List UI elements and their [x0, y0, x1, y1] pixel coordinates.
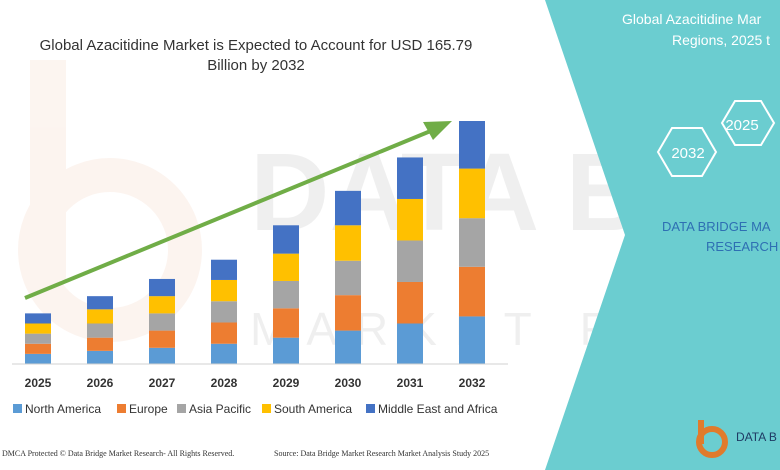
- bar-2030-europe: [335, 295, 361, 331]
- bar-2032-europe: [459, 266, 485, 317]
- bar-2028-asia-pacific: [211, 301, 237, 323]
- x-tick-label: 2030: [335, 376, 362, 390]
- bar-2027-asia-pacific: [149, 313, 175, 331]
- x-tick-label: 2025: [25, 376, 52, 390]
- chart-bars: [25, 121, 485, 364]
- legend-swatch-europe: [117, 404, 126, 413]
- bar-2031-north-america: [397, 323, 423, 364]
- right-panel-title-line-2: Regions, 2025 t: [672, 32, 770, 48]
- right-panel-title-line-1: Global Azacitidine Mar: [622, 11, 762, 27]
- bar-2031-europe: [397, 281, 423, 324]
- bar-2026-south-america: [87, 309, 113, 324]
- hex-label-2025: 2025: [725, 117, 758, 134]
- chart-title-line-2: Billion by 2032: [207, 57, 305, 74]
- bar-2031-middle-east-and-africa: [397, 157, 423, 199]
- right-panel-background: [545, 0, 780, 470]
- bar-2027-middle-east-and-africa: [149, 278, 175, 297]
- bar-2027-north-america: [149, 347, 175, 364]
- x-tick-label: 2027: [149, 376, 176, 390]
- x-tick-label: 2028: [211, 376, 238, 390]
- legend-label-south-america: South America: [274, 402, 352, 416]
- bar-2026-europe: [87, 337, 113, 351]
- bar-2026-asia-pacific: [87, 323, 113, 338]
- bar-2032-south-america: [459, 168, 485, 219]
- x-tick-label: 2026: [87, 376, 114, 390]
- bar-2032-asia-pacific: [459, 218, 485, 267]
- logo-text: DATA B: [736, 430, 777, 444]
- right-panel-brand-line-1: DATA BRIDGE MA: [662, 219, 771, 234]
- bar-2029-middle-east-and-africa: [273, 225, 299, 254]
- bar-2026-middle-east-and-africa: [87, 296, 113, 310]
- bar-2025-middle-east-and-africa: [25, 313, 51, 324]
- bar-2029-south-america: [273, 253, 299, 281]
- bar-2028-europe: [211, 322, 237, 344]
- x-tick-label: 2029: [273, 376, 300, 390]
- legend-label-north-america: North America: [25, 402, 101, 416]
- legend-swatch-middle-east-and-africa: [366, 404, 375, 413]
- chart-title-line-1: Global Azacitidine Market is Expected to…: [40, 37, 473, 54]
- bar-2030-south-america: [335, 225, 361, 261]
- footer-source: Source: Data Bridge Market Research Mark…: [274, 449, 489, 458]
- bar-2025-europe: [25, 343, 51, 354]
- x-tick-label: 2032: [459, 376, 486, 390]
- legend-label-europe: Europe: [129, 402, 168, 416]
- legend: North America Europe Asia Pacific South Ame…: [13, 402, 498, 416]
- bar-2029-asia-pacific: [273, 280, 299, 309]
- bar-2032-north-america: [459, 316, 485, 364]
- bar-2031-asia-pacific: [397, 240, 423, 282]
- x-tick-labels: 2025 2026 2027 2028 2029 2030 2031 2032: [25, 376, 486, 390]
- bar-2029-north-america: [273, 337, 299, 364]
- bar-2028-north-america: [211, 343, 237, 364]
- hexagon-2025: [720, 100, 776, 146]
- legend-swatch-north-america: [13, 404, 22, 413]
- bar-2027-europe: [149, 330, 175, 348]
- bar-2028-south-america: [211, 279, 237, 302]
- hexagon-2032: [656, 127, 718, 177]
- bar-2025-south-america: [25, 323, 51, 334]
- trend-arrow: [24, 121, 452, 300]
- x-tick-label: 2031: [397, 376, 424, 390]
- legend-swatch-asia-pacific: [177, 404, 186, 413]
- bar-2031-south-america: [397, 198, 423, 241]
- bar-2030-asia-pacific: [335, 260, 361, 296]
- right-panel-brand-line-2: RESEARCH: [706, 239, 778, 254]
- legend-label-middle-east-and-africa: Middle East and Africa: [378, 402, 498, 416]
- footer-copyright: DMCA Protected © Data Bridge Market Rese…: [2, 449, 234, 458]
- bar-2025-north-america: [25, 353, 51, 364]
- bar-2028-middle-east-and-africa: [211, 259, 237, 280]
- bar-2030-north-america: [335, 330, 361, 364]
- bar-2032-middle-east-and-africa: [459, 121, 485, 169]
- bar-2027-south-america: [149, 296, 175, 314]
- legend-label-asia-pacific: Asia Pacific: [189, 402, 251, 416]
- bar-2030-middle-east-and-africa: [335, 190, 361, 226]
- bar-2025-asia-pacific: [25, 333, 51, 344]
- legend-swatch-south-america: [262, 404, 271, 413]
- bar-2029-europe: [273, 308, 299, 338]
- brand-logo: DATA B: [696, 420, 777, 458]
- bar-2026-north-america: [87, 350, 113, 364]
- hex-label-2032: 2032: [671, 145, 704, 162]
